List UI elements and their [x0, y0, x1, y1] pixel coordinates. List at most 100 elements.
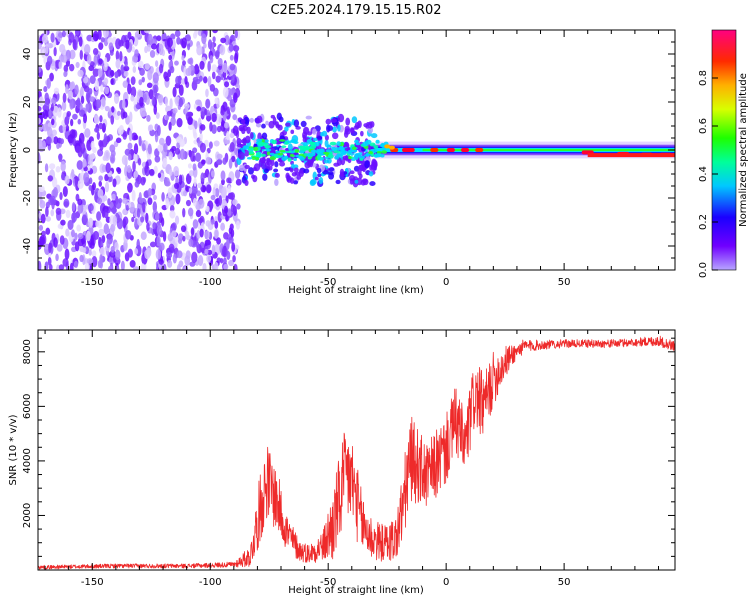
- spectrogram-noise-blob: [88, 217, 94, 228]
- spectrogram-noise-blob: [185, 173, 192, 185]
- spectrogram-noise-blob: [215, 75, 221, 83]
- spectrogram-noise-blob: [53, 136, 59, 145]
- spectrogram-noise-blob: [131, 189, 136, 202]
- spectrogram-band-blob: [299, 145, 304, 150]
- spectrogram-noise-blob: [78, 36, 83, 47]
- spectrogram-noise-blob: [76, 224, 82, 232]
- spectrogram-noise-blob: [40, 213, 46, 224]
- spectrogram-transition-blob: [349, 174, 356, 182]
- spectrogram-noise-blob: [234, 53, 239, 64]
- spectrogram-noise-blob: [72, 137, 77, 147]
- spectrogram-noise-blob: [140, 216, 145, 223]
- spectrogram-noise-blob: [146, 82, 153, 88]
- spectrogram-transition-blob: [369, 121, 375, 128]
- spectrogram-noise-blob: [52, 105, 59, 117]
- spectrogram-noise-blob: [83, 172, 90, 183]
- spectrogram-noise-blob: [65, 228, 70, 237]
- spectrogram-noise-blob: [158, 43, 164, 56]
- spectrogram-band-blob: [329, 141, 337, 146]
- spectrogram-noise-blob: [212, 71, 216, 80]
- spectrogram-band-blob: [260, 138, 266, 143]
- spectrogram-transition-blob: [251, 174, 255, 179]
- spectrogram-noise-blob: [111, 206, 117, 215]
- spectrogram-noise-blob: [72, 39, 77, 50]
- spectrogram-transition-blob: [353, 125, 360, 130]
- spectrogram-transition-blob: [289, 167, 294, 173]
- spectrogram-noise-blob: [60, 219, 66, 226]
- spectrogram-noise-blob: [45, 136, 52, 145]
- spectrogram-noise-blob: [188, 238, 194, 247]
- spectrogram-band-blob: [309, 141, 316, 146]
- spectrogram-band-blob: [327, 153, 334, 159]
- spectrogram-transition-blob: [261, 132, 268, 140]
- spectrogram-noise-blob: [216, 125, 222, 133]
- spectrogram-noise-blob: [77, 198, 83, 206]
- spectrogram-noise-blob: [48, 242, 52, 254]
- spectrogram-noise-blob: [122, 131, 127, 140]
- spectrogram-noise-blob: [134, 30, 142, 38]
- spectrogram-noise-blob: [67, 219, 74, 230]
- spectrogram-transition-blob: [256, 115, 263, 124]
- spectrogram-noise-blob: [185, 199, 192, 207]
- spectrogram-band-blob: [251, 156, 257, 161]
- spectrogram-noise-blob: [104, 173, 109, 182]
- spectrogram-noise-blob: [169, 65, 175, 74]
- spectrogram-noise-blob: [165, 135, 172, 146]
- spectrogram-transition-blob: [287, 143, 293, 151]
- spectrogram-noise-blob: [223, 122, 230, 129]
- spectrogram-noise-blob: [95, 99, 102, 109]
- spectrogram-noise-blob: [77, 232, 84, 240]
- spectrogram-transition-blob: [360, 130, 364, 137]
- spectrogram-transition-blob: [275, 124, 281, 129]
- spectrogram-noise-blob: [61, 100, 67, 111]
- spectrogram-noise-blob: [174, 215, 180, 225]
- spectrogram-transition-blob: [298, 169, 304, 178]
- spectrogram-transition-blob: [312, 137, 318, 142]
- spectrogram-noise-blob: [78, 132, 85, 144]
- spectrogram-band-blob: [271, 139, 277, 145]
- spectrogram-noise-blob: [144, 62, 150, 70]
- spectrogram-noise-blob: [220, 37, 227, 44]
- spectrogram-noise-blob: [77, 118, 82, 125]
- spectrogram-band-blob: [265, 148, 272, 152]
- spectrogram-noise-blob: [184, 255, 191, 266]
- spectrogram-noise-blob: [129, 259, 136, 268]
- spectrogram-noise-blob: [224, 81, 230, 88]
- spectrogram-transition-blob: [303, 168, 310, 174]
- spectrogram-noise-blob: [228, 259, 235, 267]
- spectrogram-transition-blob: [324, 139, 329, 148]
- spectrogram-band-blob: [281, 145, 287, 148]
- spectrogram-noise-blob: [176, 250, 183, 259]
- spectrogram-noise-blob: [226, 250, 231, 260]
- spectrogram-x-tick-label: -50: [320, 277, 336, 288]
- spectrogram-noise-blob: [157, 94, 164, 104]
- spectrogram-noise-blob: [48, 163, 56, 170]
- spectrogram-transition-blob: [349, 170, 355, 175]
- spectrogram-y-tick-label: 20: [22, 96, 33, 109]
- spectrogram-transition-blob: [316, 136, 323, 140]
- spectrogram-noise-blob: [100, 84, 104, 93]
- spectrogram-transition-blob: [314, 176, 319, 181]
- spectrogram-transition-blob: [261, 156, 266, 164]
- spectrogram-noise-blob: [134, 217, 139, 227]
- spectrogram-noise-blob: [169, 210, 176, 219]
- spectrogram-band-blob: [266, 151, 271, 156]
- spectrogram-transition-blob: [239, 164, 245, 172]
- spectrogram-transition-blob: [300, 120, 307, 128]
- spectrogram-noise-blob: [198, 198, 205, 209]
- spectrogram-band-blob: [307, 152, 314, 158]
- spectrogram-noise-blob: [136, 238, 140, 251]
- snr-y-tick-label: 8000: [22, 339, 33, 364]
- spectrogram-noise-blob: [38, 260, 42, 270]
- spectrogram-noise-blob: [199, 60, 205, 70]
- spectrogram-noise-blob: [136, 208, 141, 219]
- spectrogram-noise-blob: [234, 169, 241, 179]
- spectrogram-noise-blob: [153, 86, 158, 98]
- spectrogram-noise-blob: [200, 172, 205, 183]
- spectrogram-noise-blob: [71, 212, 78, 223]
- spectrogram-noise-blob: [58, 61, 63, 70]
- spectrogram-x-tick-label: 50: [558, 277, 571, 288]
- spectrogram-noise-blob: [140, 231, 147, 240]
- spectrogram-noise-blob: [217, 211, 223, 223]
- spectrogram-noise-blob: [168, 54, 173, 61]
